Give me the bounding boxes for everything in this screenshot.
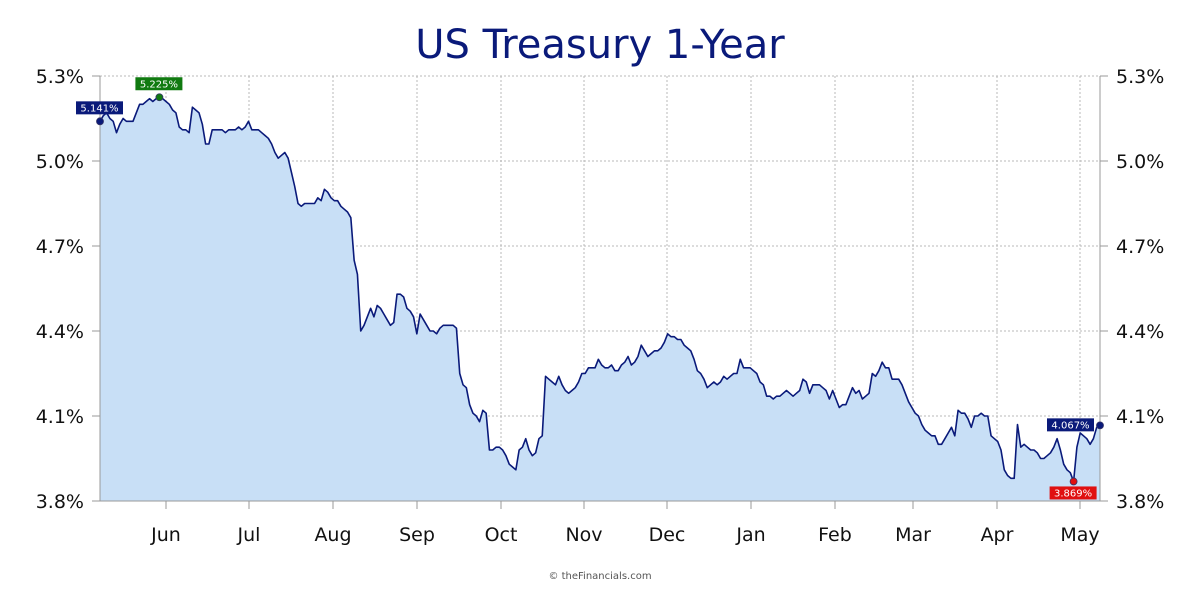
marker-low xyxy=(1069,477,1078,486)
y-tick-label-right: 4.1% xyxy=(1116,406,1164,428)
flag-label-low: 3.869% xyxy=(1054,488,1092,499)
chart-title: US Treasury 1-Year xyxy=(415,22,785,68)
x-tick-label: Mar xyxy=(895,524,931,546)
y-tick-label-right: 4.4% xyxy=(1116,321,1164,343)
flag-low xyxy=(1049,486,1097,500)
flag-start xyxy=(76,101,123,115)
y-tick-label-left: 5.3% xyxy=(36,66,84,88)
y-tick-label-left: 4.4% xyxy=(36,321,84,343)
marker-high xyxy=(155,93,164,102)
flag-high xyxy=(135,77,183,91)
y-tick-label-left: 4.7% xyxy=(36,236,84,258)
x-tick-label: Jan xyxy=(735,524,765,546)
x-tick-label: May xyxy=(1060,524,1099,546)
x-tick-label: Aug xyxy=(314,524,351,546)
y-tick-label-left: 5.0% xyxy=(36,151,84,173)
axes xyxy=(92,75,1108,509)
y-tick-label-right: 3.8% xyxy=(1116,491,1164,513)
x-tick-label: Apr xyxy=(981,524,1014,546)
marker-last xyxy=(1096,421,1104,430)
series-line xyxy=(99,96,1101,483)
flag-label-high: 5.225% xyxy=(140,79,178,90)
y-tick-label-right: 5.0% xyxy=(1116,151,1164,173)
flag-last xyxy=(1047,418,1094,432)
x-tick-label: Nov xyxy=(565,524,602,546)
x-tick-label: Jul xyxy=(237,524,261,546)
marker-start xyxy=(96,117,104,126)
x-tick-label: Jun xyxy=(150,524,181,546)
y-tick-label-right: 5.3% xyxy=(1116,66,1164,88)
y-tick-label-left: 3.8% xyxy=(36,491,84,513)
y-tick-label-left: 4.1% xyxy=(36,406,84,428)
x-tick-label: Sep xyxy=(399,524,435,546)
annotations: 5.141% 5.225% 3.869% 4.067% xyxy=(76,77,1104,500)
flag-label-start: 5.141% xyxy=(80,103,118,114)
copyright-credit: © theFinancials.com xyxy=(548,571,651,582)
x-tick-label: Feb xyxy=(818,524,852,546)
y-tick-label-right: 4.7% xyxy=(1116,236,1164,258)
tick-labels: 5.3% 5.3% 5.0% 5.0% 4.7% 4.7% 4.4% 4.4% 4.1% 4.1%… xyxy=(36,66,1165,546)
flag-label-last: 4.067% xyxy=(1051,420,1089,431)
x-tick-label: Oct xyxy=(485,524,518,546)
area-fill xyxy=(100,97,1100,501)
x-tick-label: Dec xyxy=(649,524,686,546)
